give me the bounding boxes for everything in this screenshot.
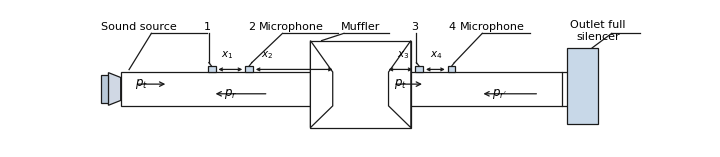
Text: 4: 4 bbox=[448, 22, 455, 32]
Text: $x_3$: $x_3$ bbox=[397, 50, 410, 61]
Text: $x_1$: $x_1$ bbox=[221, 50, 234, 61]
Polygon shape bbox=[310, 41, 333, 128]
Bar bbox=[389, 72, 562, 106]
Bar bbox=[101, 75, 109, 103]
Polygon shape bbox=[109, 73, 121, 105]
Text: $p_t$: $p_t$ bbox=[394, 77, 407, 91]
Bar bbox=[310, 41, 411, 128]
Text: 2: 2 bbox=[248, 22, 256, 32]
Text: $p_r$: $p_r$ bbox=[224, 87, 237, 101]
Bar bbox=[415, 66, 423, 72]
Text: $x_4$: $x_4$ bbox=[431, 50, 443, 61]
Text: $p_t$: $p_t$ bbox=[135, 77, 148, 91]
Text: Microphone: Microphone bbox=[460, 22, 525, 32]
Bar bbox=[208, 66, 215, 72]
Polygon shape bbox=[389, 41, 411, 128]
Bar bbox=[121, 72, 333, 106]
Text: $x_2$: $x_2$ bbox=[261, 50, 273, 61]
Text: Sound source: Sound source bbox=[101, 22, 177, 32]
Bar bbox=[245, 66, 253, 72]
Text: Outlet full
silencer: Outlet full silencer bbox=[570, 20, 626, 42]
Text: Microphone: Microphone bbox=[259, 22, 324, 32]
Text: 1: 1 bbox=[204, 22, 211, 32]
Text: $p_{r'}$: $p_{r'}$ bbox=[492, 87, 507, 101]
Text: 3: 3 bbox=[411, 22, 418, 32]
Text: Muffler: Muffler bbox=[341, 22, 380, 32]
Bar bbox=[567, 48, 598, 124]
Bar bbox=[448, 66, 456, 72]
